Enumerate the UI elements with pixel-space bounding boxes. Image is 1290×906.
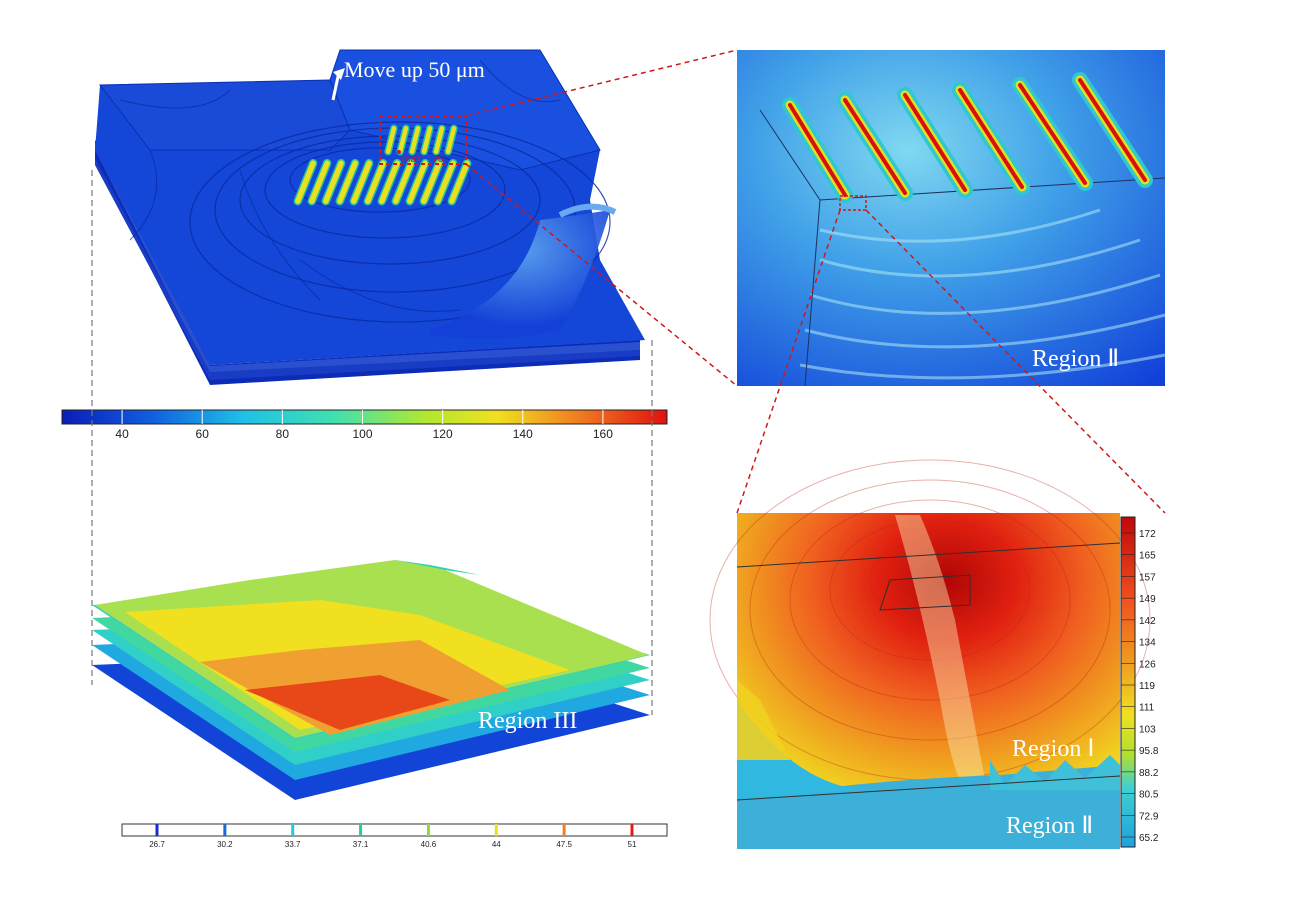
colorbar-right-tick-label: 88.2: [1139, 768, 1159, 779]
colorbar-main-tick-label: 60: [196, 427, 210, 441]
colorbar-bottom-tick-mark: [223, 824, 227, 836]
colorbar-bottom-tick-label: 30.2: [217, 840, 233, 849]
move-up-label: Move up 50 μm: [344, 57, 485, 82]
zoom-connectors: [465, 49, 1166, 514]
colorbar-bottom-tick-label: 51: [628, 840, 637, 849]
colorbar-bottom-tick-mark: [155, 824, 159, 836]
region-ii-bottom-label: Region Ⅱ: [1006, 813, 1093, 839]
zoom-heater-stripes: [782, 72, 1153, 203]
colorbar-main-tick-label: 120: [433, 427, 453, 441]
region-i-label: Region Ⅰ: [1012, 736, 1094, 762]
colorbar-bottom-tick-label: 33.7: [285, 840, 301, 849]
colorbar-right-tick-label: 80.5: [1139, 790, 1159, 801]
substrate-3d-model: max: 176. Move up 50 μm: [95, 49, 645, 385]
zoom-panel-region-i: 172 165 157 149 142 134 126 119 111 103 95.8 88.2 80…: [709, 459, 1159, 849]
colorbar-right-tick-label: 149: [1139, 594, 1156, 605]
colorbar-right-tick-label: 172: [1139, 529, 1156, 540]
colorbar-bottom-tick-mark: [630, 824, 634, 836]
colorbar-right-tick-label: 72.9: [1139, 811, 1159, 822]
colorbar-right-tick-label: 95.8: [1139, 746, 1159, 757]
colorbar-main: 40 60 80 100 120 140 160: [61, 409, 668, 441]
zoom-selection-box-small: [839, 195, 867, 211]
heater-stripes-upper: [384, 124, 458, 156]
zoom-panel-region-ii: [737, 50, 1166, 387]
region-iii-label: Region III: [478, 708, 577, 734]
colorbar-right-tick-label: 134: [1139, 638, 1156, 649]
colorbar-main-tick-label: 80: [276, 427, 290, 441]
move-up-arrow-icon: [331, 68, 345, 101]
colorbar-main-tick-label: 160: [593, 427, 613, 441]
colorbar-bottom-tick-label: 26.7: [149, 840, 165, 849]
colorbar-main-tick-label: 140: [513, 427, 533, 441]
region-ii-top-label: Region Ⅱ: [1032, 346, 1119, 372]
colorbar-right-tick-label: 157: [1139, 572, 1156, 583]
colorbar-bottom-tick-label: 37.1: [353, 840, 369, 849]
colorbar-right-tick-label: 119: [1139, 681, 1155, 692]
colorbar-right-tick-label: 65.2: [1139, 833, 1159, 844]
colorbar-right-tick-label: 142: [1139, 616, 1156, 627]
colorbar-main-tick-label: 40: [115, 427, 129, 441]
heater-stripes-lower: [293, 158, 472, 206]
colorbar-bottom-tick-mark: [494, 824, 498, 836]
colorbar-right-tick-label: 126: [1139, 659, 1156, 670]
colorbar-right-tick-label: 165: [1139, 551, 1156, 562]
zoom-selection-box: [379, 115, 467, 165]
max-label: max: 176.: [402, 154, 446, 165]
colorbar-right: 172 165 157 149 142 134 126 119 111 103 95.8 88.2 80…: [1120, 516, 1159, 848]
colorbar-bottom-tick-mark: [562, 824, 566, 836]
colorbar-bottom-tick-mark: [359, 824, 363, 836]
colorbar-bottom-tick-label: 40.6: [421, 840, 437, 849]
colorbar-right-tick-label: 103: [1139, 724, 1156, 735]
colorbar-bottom-tick-mark: [291, 824, 295, 836]
colorbar-bottom-tick-mark: [426, 824, 430, 836]
colorbar-bottom: 26.7 30.2 33.7 37.1 40.6 44 47.5 51: [121, 823, 668, 849]
colorbar-main-tick-label: 100: [352, 427, 372, 441]
colorbar-bottom-tick-label: 47.5: [556, 840, 572, 849]
colorbar-bottom-tick-label: 44: [492, 840, 501, 849]
colorbar-right-tick-label: 111: [1139, 703, 1155, 714]
region-iii-layers: [92, 560, 650, 800]
guide-lines: [91, 170, 653, 715]
